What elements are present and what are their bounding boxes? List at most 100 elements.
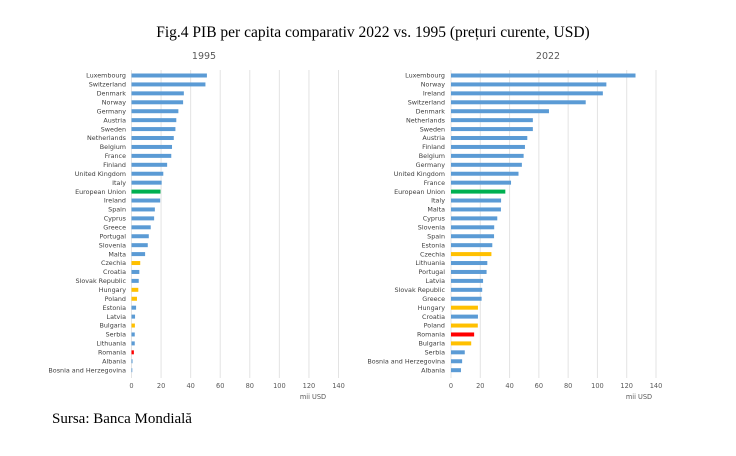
bar-serbia bbox=[451, 350, 465, 355]
category-label: Poland bbox=[105, 295, 126, 303]
category-label: Luxembourg bbox=[86, 72, 126, 80]
category-label: United Kingdom bbox=[394, 170, 445, 178]
bar-bulgaria bbox=[451, 341, 472, 346]
category-label: Lithuania bbox=[96, 340, 126, 348]
bar-romania bbox=[131, 350, 134, 355]
bar-denmark bbox=[131, 91, 184, 96]
category-label: Italy bbox=[431, 197, 445, 205]
category-label: Latvia bbox=[107, 313, 127, 321]
category-label: Austria bbox=[422, 134, 445, 142]
bar-slovenia bbox=[451, 225, 495, 230]
category-label: Spain bbox=[427, 232, 445, 240]
category-label: Norway bbox=[102, 98, 126, 106]
category-label: European Union bbox=[75, 188, 126, 196]
category-label: Malta bbox=[108, 250, 126, 258]
bar-austria bbox=[451, 136, 528, 141]
bar-italy bbox=[451, 198, 502, 203]
category-label: Estonia bbox=[421, 241, 445, 249]
category-label: Croatia bbox=[422, 313, 445, 321]
category-label: Spain bbox=[108, 206, 126, 214]
category-label: United Kingdom bbox=[75, 170, 126, 178]
category-label: Austria bbox=[103, 116, 126, 124]
bar-ireland bbox=[131, 198, 161, 203]
category-label: Bulgaria bbox=[418, 340, 445, 348]
bar-switzerland bbox=[451, 100, 586, 105]
bar-united-kingdom bbox=[451, 171, 519, 176]
category-label: Malta bbox=[427, 206, 445, 214]
bar-netherlands bbox=[131, 136, 174, 141]
category-label: Netherlands bbox=[406, 116, 446, 124]
bar-bulgaria bbox=[131, 323, 135, 328]
bar-hungary bbox=[451, 305, 478, 310]
category-label: Finland bbox=[103, 161, 126, 169]
category-label: Estonia bbox=[102, 304, 126, 312]
bar-finland bbox=[451, 144, 525, 149]
bar-luxembourg bbox=[451, 73, 636, 78]
bar-spain bbox=[131, 207, 155, 212]
x-tick-label: 60 bbox=[535, 382, 543, 390]
category-label: France bbox=[105, 152, 126, 160]
category-label: Poland bbox=[424, 322, 445, 330]
bar-sweden bbox=[131, 127, 176, 132]
bar-albania bbox=[451, 368, 461, 373]
category-label: Serbia bbox=[106, 331, 126, 339]
category-label: Bulgaria bbox=[99, 322, 126, 330]
category-label: Slovak Republic bbox=[76, 277, 127, 285]
bar-hungary bbox=[131, 287, 139, 292]
bar-croatia bbox=[451, 314, 478, 319]
category-label: Sweden bbox=[101, 125, 126, 133]
category-label: Netherlands bbox=[87, 134, 127, 142]
panel-title: 1995 bbox=[192, 51, 216, 62]
x-tick-label: 0 bbox=[449, 382, 453, 390]
category-label: Czechia bbox=[101, 259, 126, 267]
bar-united-kingdom bbox=[131, 171, 164, 176]
category-label: Switzerland bbox=[408, 98, 445, 106]
bar-lithuania bbox=[131, 341, 135, 346]
bar-norway bbox=[451, 82, 607, 87]
bar-portugal bbox=[131, 234, 149, 239]
category-label: Greece bbox=[103, 224, 126, 232]
category-label: Portugal bbox=[419, 268, 446, 276]
bar-italy bbox=[131, 180, 162, 185]
category-label: Switzerland bbox=[89, 81, 126, 89]
bar-poland bbox=[451, 323, 478, 328]
category-label: Belgium bbox=[100, 143, 126, 151]
category-label: Portugal bbox=[100, 232, 127, 240]
bar-poland bbox=[131, 296, 137, 301]
bar-latvia bbox=[131, 314, 136, 319]
bar-germany bbox=[451, 162, 522, 167]
bar-portugal bbox=[451, 269, 487, 274]
category-label: Serbia bbox=[425, 349, 445, 357]
bar-romania bbox=[451, 332, 475, 337]
category-label: Slovenia bbox=[99, 241, 126, 249]
bar-estonia bbox=[131, 305, 137, 310]
bar-spain bbox=[451, 234, 495, 239]
bar-malta bbox=[131, 252, 146, 257]
category-label: Sweden bbox=[420, 125, 445, 133]
category-label: Italy bbox=[112, 179, 126, 187]
category-label: Greece bbox=[422, 295, 445, 303]
category-label: Luxembourg bbox=[405, 72, 445, 80]
x-tick-label: 100 bbox=[591, 382, 604, 390]
x-tick-label: 120 bbox=[303, 382, 316, 390]
bar-austria bbox=[131, 118, 177, 123]
figure-title: Fig.4 PIB per capita comparativ 2022 vs.… bbox=[156, 24, 590, 41]
category-label: Hungary bbox=[418, 304, 446, 312]
category-label: Slovak Republic bbox=[395, 286, 446, 294]
bar-slovenia bbox=[131, 243, 148, 248]
x-tick-label: 60 bbox=[216, 382, 224, 390]
bar-france bbox=[451, 180, 512, 185]
bar-finland bbox=[131, 162, 168, 167]
category-label: European Union bbox=[394, 188, 445, 196]
bar-greece bbox=[131, 225, 151, 230]
x-tick-label: 120 bbox=[620, 382, 633, 390]
category-label: Norway bbox=[421, 81, 445, 89]
category-label: Latvia bbox=[426, 277, 446, 285]
bar-cyprus bbox=[451, 216, 498, 221]
category-label: France bbox=[424, 179, 445, 187]
bar-albania bbox=[131, 359, 133, 364]
category-label: Albania bbox=[102, 357, 126, 365]
bar-belgium bbox=[451, 153, 524, 158]
x-axis-label: mii USD bbox=[626, 393, 652, 401]
